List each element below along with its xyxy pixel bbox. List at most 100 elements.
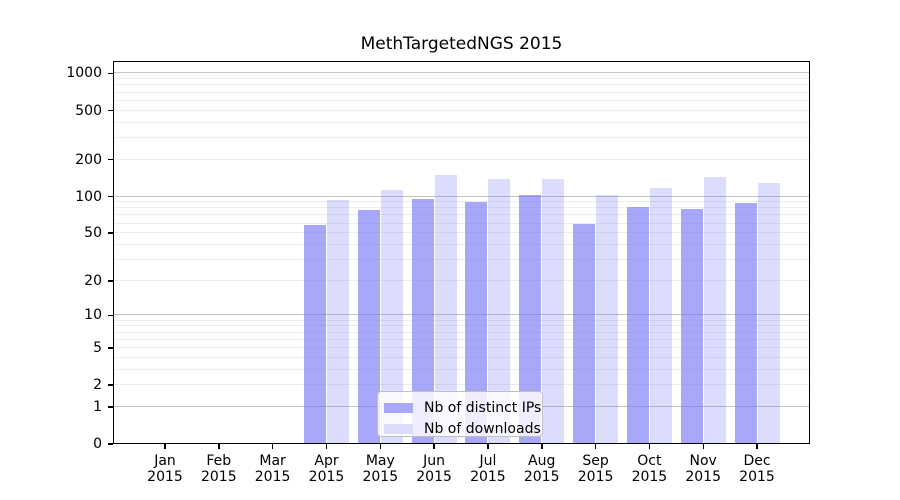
- x-tick-mark: [702, 444, 704, 449]
- gridline-9: [113, 319, 810, 321]
- y-tick-mark: [108, 109, 113, 112]
- x-tick-label: Sep 2015: [577, 453, 614, 485]
- gridline-80: [113, 207, 810, 209]
- x-tick-mark: [218, 444, 220, 449]
- x-tick-mark: [541, 444, 543, 449]
- y-tick-mark: [108, 314, 113, 317]
- y-tick-mark: [108, 72, 113, 75]
- bar-nov-downloads: [703, 176, 726, 444]
- gridline-6: [113, 338, 810, 340]
- y-tick-label: 1: [93, 398, 102, 415]
- gridline-500: [113, 109, 810, 111]
- gridline-100: [113, 195, 810, 197]
- x-tick-label: Feb 2015: [200, 453, 237, 485]
- bar-apr-distinct-ips: [304, 225, 326, 444]
- bar-may-distinct-ips: [357, 209, 380, 444]
- y-tick-mark: [108, 280, 113, 282]
- x-tick-mark: [433, 444, 435, 449]
- gridline-7: [113, 331, 810, 333]
- y-tick-mark: [108, 195, 113, 198]
- y-tick-mark: [108, 406, 113, 408]
- gridline-60: [113, 222, 810, 224]
- gridline-800: [113, 84, 810, 86]
- gridline-70: [113, 214, 810, 216]
- x-tick-mark: [594, 444, 597, 449]
- x-tick-mark: [379, 444, 381, 449]
- bar-sep-distinct-ips: [573, 223, 596, 444]
- x-tick-label: Jul 2015: [470, 453, 506, 485]
- bar-dec-distinct-ips: [734, 202, 757, 444]
- gridline-2: [113, 384, 810, 386]
- x-tick-label: Oct 2015: [631, 453, 668, 485]
- bar-apr-downloads: [327, 199, 349, 444]
- distinct-ips-swatch: [384, 402, 413, 413]
- y-tick-label: 100: [75, 188, 102, 205]
- y-tick-label: 10: [84, 307, 102, 324]
- gridline-8: [113, 325, 810, 327]
- x-tick-mark: [756, 444, 758, 449]
- gridline-20: [113, 279, 810, 281]
- distinct-ips-label: Nb of distinct IPs: [424, 399, 542, 416]
- plot-area: [113, 61, 810, 444]
- y-tick-label: 1000: [66, 65, 102, 82]
- gridline-4: [113, 356, 810, 358]
- gridline-30: [113, 258, 810, 260]
- bar-jul-downloads: [488, 179, 511, 444]
- x-tick-label: Apr 2015: [308, 453, 345, 485]
- bar-sep-downloads: [596, 194, 619, 444]
- legend-item-downloads: Nb of downloads: [384, 418, 541, 439]
- x-tick-label: May 2015: [362, 453, 399, 485]
- gridline-400: [113, 121, 810, 123]
- bar-jun-distinct-ips: [411, 198, 434, 444]
- gridline-700: [113, 91, 810, 93]
- bar-aug-distinct-ips: [519, 194, 542, 444]
- bar-may-downloads: [380, 190, 403, 444]
- gridline-1000: [113, 72, 810, 74]
- gridline-5: [113, 346, 810, 348]
- bar-oct-downloads: [649, 188, 672, 444]
- bar-dec-downloads: [757, 183, 780, 444]
- x-tick-mark: [271, 444, 274, 449]
- gridline-200: [113, 158, 810, 160]
- x-tick-label: Aug 2015: [523, 453, 560, 485]
- y-tick-mark: [108, 232, 113, 234]
- x-tick-mark: [164, 444, 166, 449]
- legend-item-distinct-ips: Nb of distinct IPs: [384, 397, 542, 418]
- x-tick-label: Nov 2015: [685, 453, 721, 485]
- legend: Nb of distinct IPs Nb of downloads: [377, 391, 543, 437]
- bar-jul-distinct-ips: [465, 201, 488, 444]
- gridline-300: [113, 136, 810, 138]
- bar-aug-downloads: [542, 179, 565, 444]
- y-tick-label: 500: [75, 102, 102, 119]
- gridline-900: [113, 78, 810, 80]
- y-tick-mark: [108, 443, 113, 445]
- downloads-label: Nb of downloads: [424, 420, 541, 437]
- gridline-90: [113, 201, 810, 203]
- x-tick-mark: [487, 444, 489, 449]
- y-tick-label: 200: [75, 151, 102, 168]
- x-tick-label: Dec 2015: [739, 453, 775, 485]
- x-tick-mark: [325, 444, 328, 449]
- chart-title: MethTargetedNGS 2015: [360, 34, 563, 54]
- y-tick-mark: [108, 347, 113, 349]
- bar-nov-distinct-ips: [680, 209, 703, 444]
- y-tick-mark: [108, 384, 113, 386]
- x-tick-label: Mar 2015: [254, 453, 291, 485]
- gridline-40: [113, 243, 810, 245]
- y-tick-label: 2: [93, 377, 102, 394]
- gridline-10: [113, 314, 810, 316]
- y-tick-mark: [108, 158, 113, 161]
- x-tick-label: Jun 2015: [416, 453, 452, 485]
- y-tick-label: 50: [84, 225, 102, 242]
- downloads-swatch: [384, 423, 413, 434]
- x-tick-label: Jan 2015: [147, 453, 183, 485]
- y-tick-label: 5: [93, 339, 102, 356]
- bar-jun-downloads: [434, 175, 457, 444]
- gridline-50: [113, 232, 810, 234]
- gridline-3: [113, 368, 810, 370]
- x-tick-mark: [648, 444, 651, 449]
- gridline-600: [113, 99, 810, 101]
- bar-oct-distinct-ips: [626, 207, 649, 444]
- y-tick-label: 0: [93, 436, 102, 452]
